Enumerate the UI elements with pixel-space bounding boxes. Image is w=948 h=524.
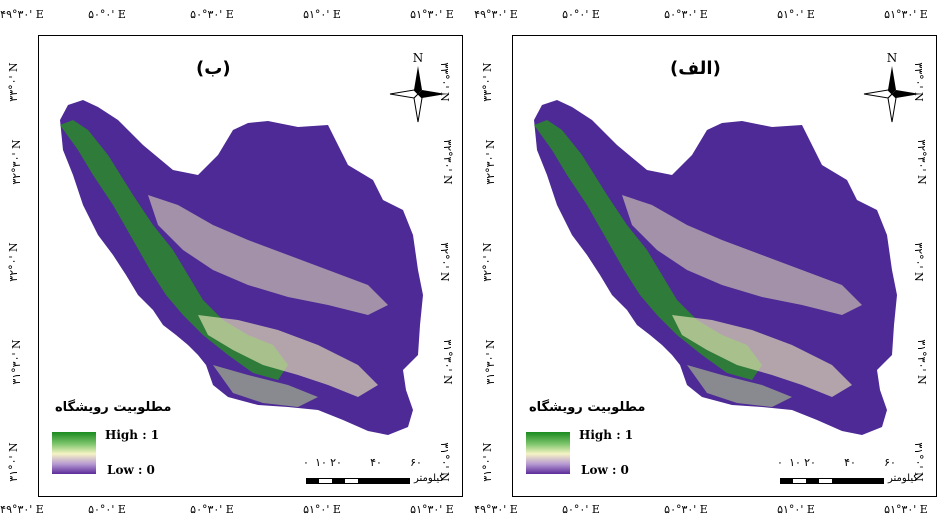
scale-number: ۱۰: [789, 456, 801, 469]
map-panel-b: (ب) N مطلوبیت رویشگاه High : 1 Low : 0 ۰…: [0, 8, 463, 516]
scale-number: ۲۰: [804, 456, 816, 469]
scale-bar: [780, 478, 884, 484]
tick-label-left: ۳۱°۰' N: [481, 442, 495, 482]
tick-label-right: ۳۲°۰' N: [438, 242, 452, 282]
tick-label-right: ۳۱°۳۰' N: [441, 339, 455, 385]
tick-label-right: ۳۳°۰' N: [438, 62, 452, 102]
tick-label-right: ۳۱°۰' N: [438, 442, 452, 482]
legend-title: مطلوبیت رویشگاه: [55, 400, 172, 415]
north-arrow: N: [389, 51, 446, 123]
light-zone-1: [148, 195, 388, 315]
tick-label-top: ۵۱°۰' E: [777, 8, 815, 21]
legend-low-label: Low : 0: [581, 463, 629, 477]
tick-label-top: ۵۰°۳۰' E: [190, 8, 234, 21]
light-zone-1: [622, 195, 862, 315]
tick-label-left: ۳۳°۰' N: [481, 62, 495, 102]
tick-label-bottom: ۵۱°۳۰' E: [884, 503, 928, 516]
panel-label: (الف): [670, 58, 721, 79]
scale-number: ۲۰: [330, 456, 342, 469]
legend-high-label: High : 1: [105, 428, 160, 442]
tick-label-right: ۳۱°۳۰' N: [915, 339, 929, 385]
map-panel-alef: (الف) N مطلوبیت رویشگاه High : 1 Low : 0…: [474, 0, 948, 524]
tick-label-bottom: ۵۰°۳۰' E: [190, 503, 234, 516]
scale-unit: کیلومتر: [888, 473, 919, 484]
scale-number: ۰: [303, 456, 309, 469]
north-letter: N: [413, 51, 424, 65]
scale-bar: [306, 478, 410, 484]
tick-label-bottom: ۵۰°۰' E: [562, 503, 600, 516]
scale-number: ۰: [777, 456, 783, 469]
legend-color-ramp: [52, 432, 96, 474]
scale-numbers: ۰ ۱۰ ۲۰ ۴۰ ۶۰: [777, 456, 900, 470]
tick-label-bottom: ۵۱°۰' E: [777, 503, 815, 516]
habitat-suitability-map: [60, 100, 423, 435]
tick-label-left: ۳۲°۳۰' N: [10, 139, 24, 185]
scale-number: ۶۰: [884, 456, 896, 469]
tick-label-left: ۳۲°۰' N: [481, 242, 495, 282]
tick-label-top: ۵۰°۰' E: [562, 8, 600, 21]
light-zone-3: [687, 365, 792, 407]
tick-label-bottom: ۴۹°۳۰' E: [474, 503, 518, 516]
scale-number: ۶۰: [410, 456, 422, 469]
tick-label-left: ۳۳°۰' N: [7, 62, 21, 102]
tick-label-right: ۳۳°۰' N: [912, 62, 926, 102]
legend-color-ramp: [526, 432, 570, 474]
tick-label-right: ۳۲°۳۰' N: [441, 139, 455, 185]
scale-numbers: ۰ ۱۰ ۲۰ ۴۰ ۶۰: [303, 456, 426, 470]
tick-label-bottom: ۴۹°۳۰' E: [0, 503, 44, 516]
tick-label-top: ۴۹°۳۰' E: [0, 8, 44, 21]
north-letter: N: [887, 51, 898, 65]
tick-label-top: ۵۰°۰' E: [88, 8, 126, 21]
tick-label-top: ۵۰°۳۰' E: [664, 8, 708, 21]
tick-label-left: ۳۲°۳۰' N: [484, 139, 498, 185]
scale-number: ۴۰: [370, 456, 382, 469]
tick-label-top: ۴۹°۳۰' E: [474, 8, 518, 21]
scale-unit: کیلومتر: [414, 473, 445, 484]
tick-label-bottom: ۵۰°۰' E: [88, 503, 126, 516]
legend-title: مطلوبیت رویشگاه: [529, 400, 646, 415]
tick-label-top: ۵۱°۳۰' E: [410, 8, 454, 21]
scale-number: ۴۰: [844, 456, 856, 469]
legend-high-label: High : 1: [579, 428, 634, 442]
scale-number: ۱۰: [315, 456, 327, 469]
light-zone-2: [672, 315, 852, 397]
green-ridge: [534, 120, 762, 380]
tick-label-right: ۳۲°۰' N: [912, 242, 926, 282]
habitat-suitability-map: [534, 100, 897, 435]
light-zone-2: [198, 315, 378, 397]
tick-label-top: ۵۱°۳۰' E: [884, 8, 928, 21]
green-ridge: [60, 120, 288, 380]
tick-label-bottom: ۵۱°۳۰' E: [410, 503, 454, 516]
tick-label-bottom: ۵۰°۳۰' E: [664, 503, 708, 516]
tick-label-right: ۳۱°۰' N: [912, 442, 926, 482]
tick-label-right: ۳۲°۳۰' N: [915, 139, 929, 185]
tick-label-bottom: ۵۱°۰' E: [303, 503, 341, 516]
tick-label-top: ۵۱°۰' E: [303, 8, 341, 21]
north-arrow: N: [863, 51, 920, 123]
tick-label-left: ۳۱°۳۰' N: [10, 339, 24, 385]
tick-label-left: ۳۱°۳۰' N: [484, 339, 498, 385]
legend-low-label: Low : 0: [107, 463, 155, 477]
panel-label: (ب): [196, 58, 231, 79]
tick-label-left: ۳۲°۰' N: [7, 242, 21, 282]
light-zone-3: [213, 365, 318, 407]
tick-label-left: ۳۱°۰' N: [7, 442, 21, 482]
